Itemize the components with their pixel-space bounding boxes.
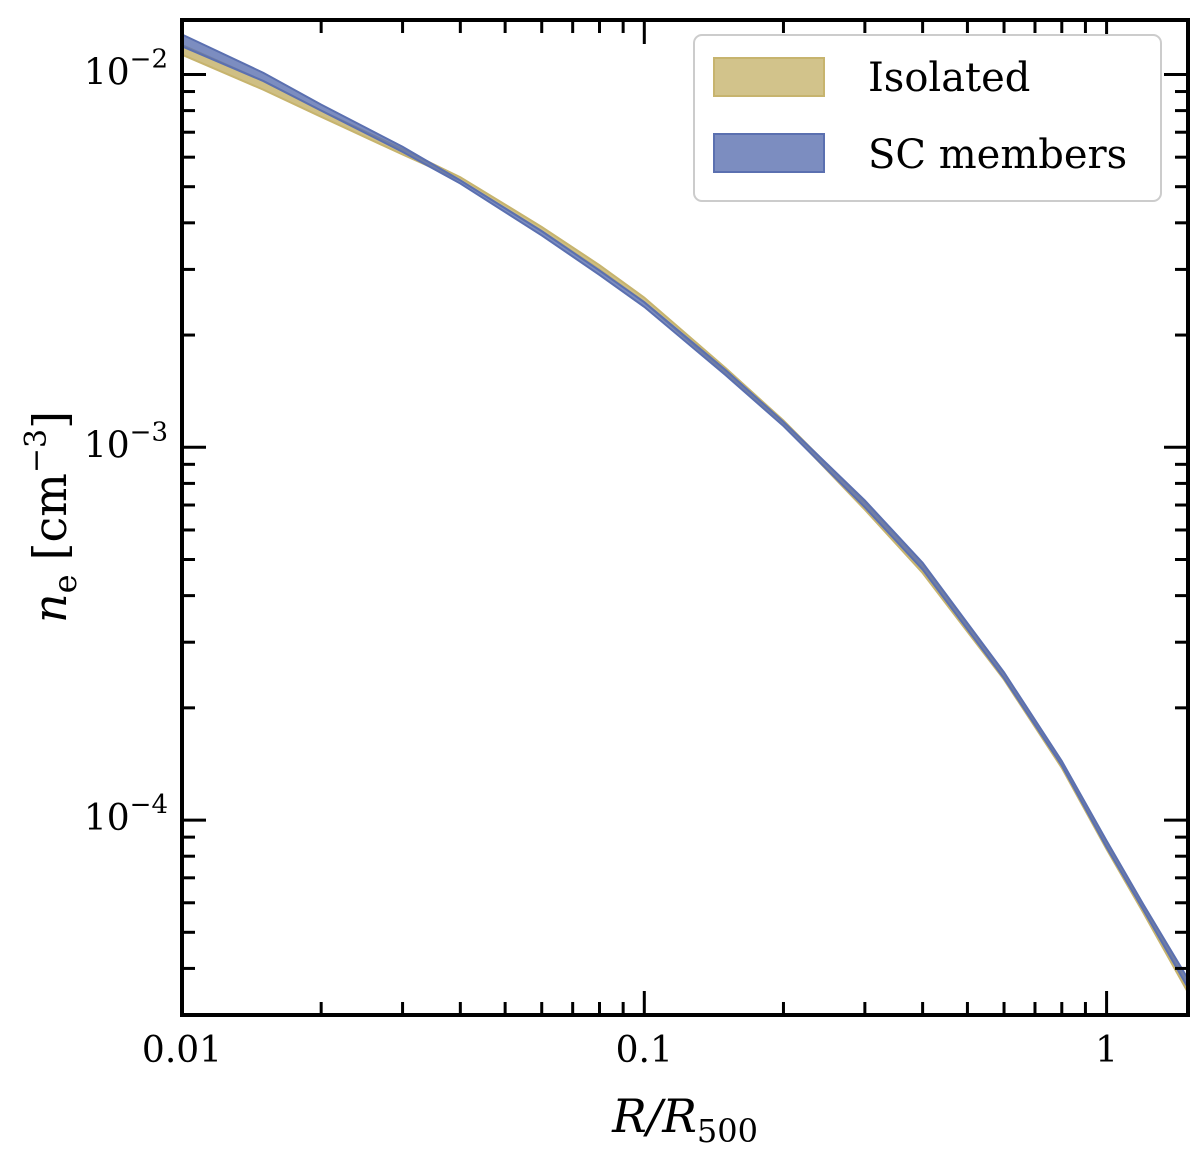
legend: Isolated SC members — [693, 34, 1162, 202]
legend-label-isolated: Isolated — [868, 55, 1030, 101]
y-axis-title-variable: n — [23, 593, 77, 623]
y-tick-label: 10−2 — [84, 44, 168, 93]
y-axis-title-subscript: e — [46, 574, 84, 593]
x-tick-label: 0.01 — [142, 1030, 222, 1071]
y-axis-title-unit-exponent: −3 — [19, 429, 54, 473]
x-tick-label: 0.1 — [616, 1030, 673, 1071]
legend-swatch-sc-members — [713, 133, 825, 173]
x-axis-title-main: R/R — [611, 1089, 697, 1143]
x-tick-label: 1 — [1095, 1030, 1118, 1071]
x-axis-title: R/R500 — [611, 1089, 758, 1150]
tick-labels: 0.01 0.1 1 10−2 10−3 10−4 — [84, 44, 1118, 1071]
legend-swatch-isolated — [713, 57, 825, 97]
y-axis-title-unit: [cm — [23, 473, 77, 560]
y-axis-title-unit-close: ] — [23, 411, 77, 429]
legend-label-sc-members: SC members — [868, 132, 1127, 178]
y-tick-label: 10−4 — [84, 790, 168, 839]
plot-frame — [180, 18, 1190, 1017]
y-axis-title: ne [cm−3] — [19, 411, 84, 623]
y-tick-label: 10−3 — [84, 417, 168, 466]
x-axis-title-subscript: 500 — [697, 1112, 758, 1150]
